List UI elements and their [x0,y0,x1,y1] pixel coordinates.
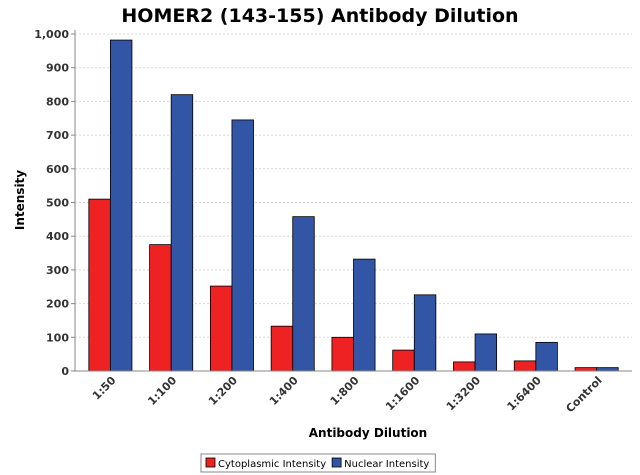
x-tick-label: 1:200 [206,374,240,408]
y-tick-label: 500 [46,197,69,210]
grid-lines [75,33,632,338]
y-tick-label: 1,000 [34,28,69,41]
y-tick-label: 900 [46,62,69,75]
bar-nuclear [109,39,133,372]
legend-swatch [331,457,342,468]
bar-nuclear [170,94,194,372]
y-axis-ticks: 0 100 200 300 400 500 600 700 800 900 1,000 [34,28,75,378]
bar-cytoplasmic [453,361,476,372]
y-tick-label: 200 [46,298,69,311]
legend: Cytoplasmic Intensity Nuclear Intensity [200,453,436,473]
bar-nuclear [596,367,619,372]
bar-cytoplasmic [574,367,598,372]
bar-cytoplasmic [209,285,233,372]
bar-cytoplasmic [331,336,354,372]
bar-cytoplasmic [392,349,415,372]
x-tick-label: 1:800 [328,374,362,408]
y-tick-label: 600 [46,163,69,176]
y-tick-label: 300 [46,264,69,277]
bar-nuclear [535,341,558,372]
x-tick-label: 1:1600 [383,374,423,414]
axes [74,30,632,372]
chart-title: HOMER2 (143-155) Antibody Dilution [121,5,518,27]
bar-cytoplasmic [270,325,294,372]
y-tick-label: 800 [46,95,69,108]
legend-entry: Nuclear Intensity [344,459,429,470]
bar-cytoplasmic [513,360,537,372]
bar-nuclear [353,258,376,372]
bar-nuclear [413,294,437,372]
bar-cytoplasmic [149,244,172,372]
y-tick-label: 0 [61,365,69,378]
x-tick-label: Control [563,374,604,415]
x-tick-label: 1:6400 [505,374,545,414]
legend-swatch [205,457,216,468]
y-axis-label: Intensity [13,170,27,230]
y-tick-label: 700 [46,129,69,142]
y-tick-label: 100 [46,331,69,344]
x-tick-label: 1:3200 [444,374,484,414]
y-tick-label: 400 [46,230,69,243]
bars [88,39,619,372]
x-axis-label: Antibody Dilution [309,426,427,440]
x-tick-label: 1:100 [145,374,179,408]
x-axis-ticks: 1:50 1:100 1:200 1:400 1:800 1:1600 1:3200 1:64… [90,374,605,416]
x-tick-label: 1:50 [90,374,119,403]
x-tick-label: 1:400 [267,374,301,408]
legend-entry: Cytoplasmic Intensity [218,459,326,470]
legend-box [200,453,436,473]
bar-cytoplasmic [88,198,111,372]
bar-nuclear [231,119,254,372]
bar-nuclear [292,216,315,372]
bar-nuclear [474,333,498,372]
